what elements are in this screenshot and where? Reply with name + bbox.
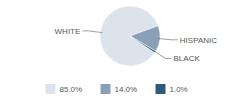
svg-text:14.0%: 14.0% (115, 85, 138, 94)
svg-text:1.0%: 1.0% (170, 85, 188, 94)
svg-text:WHITE: WHITE (55, 27, 81, 36)
svg-text:HISPANIC: HISPANIC (180, 36, 217, 45)
svg-text:BLACK: BLACK (174, 54, 201, 63)
svg-text:85.0%: 85.0% (60, 85, 83, 94)
